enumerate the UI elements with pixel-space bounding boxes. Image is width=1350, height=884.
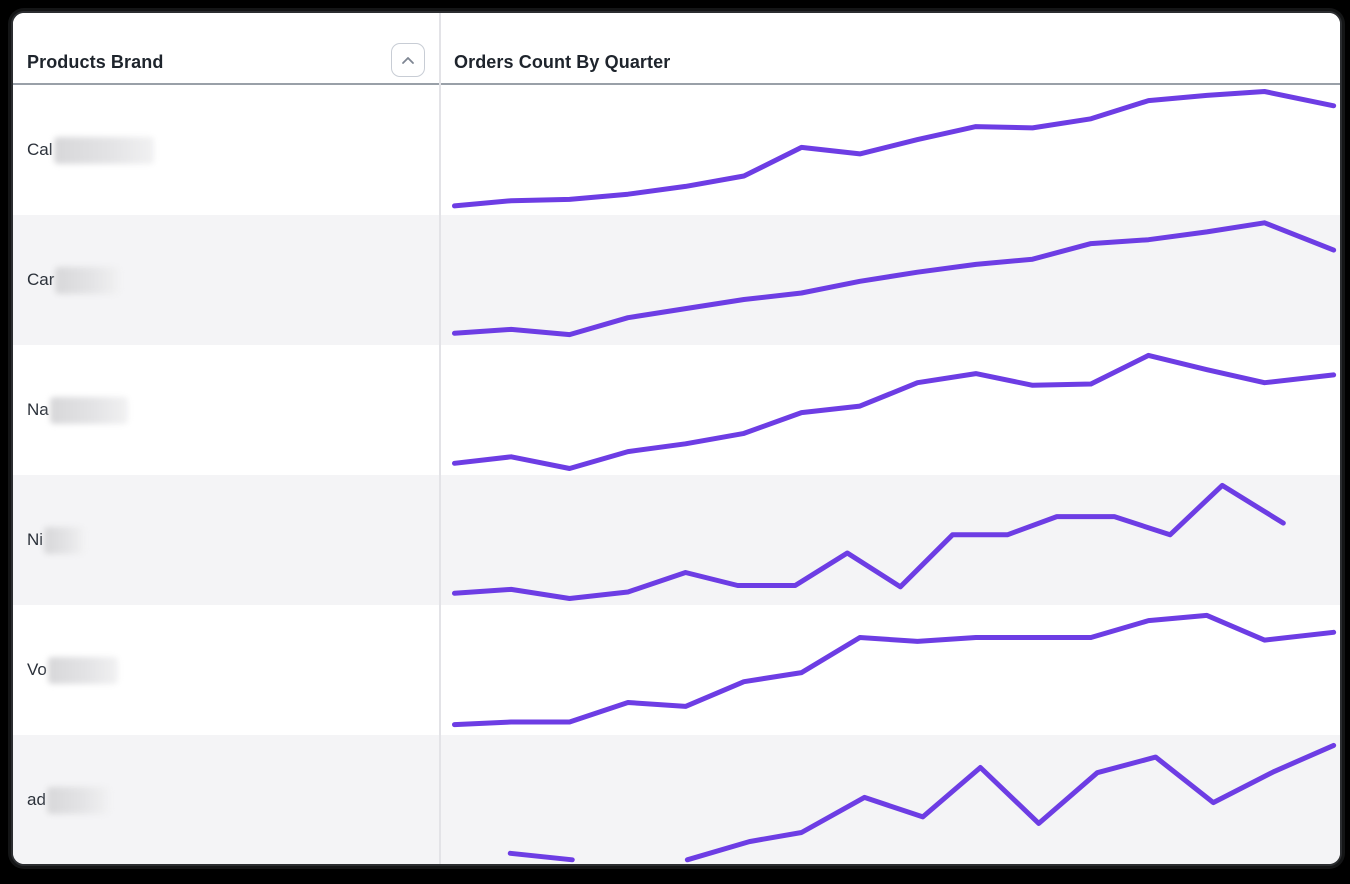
brand-cell: Na <box>13 345 441 475</box>
redacted-text <box>49 396 128 424</box>
results-table-card: Products Brand Orders Count By Quarter C… <box>11 11 1342 866</box>
header-cell-products-brand: Products Brand <box>13 13 441 83</box>
header-cell-orders-count: Orders Count By Quarter <box>441 13 1340 83</box>
table-body: Cal Car Na Ni <box>13 85 1340 865</box>
brand-label: Na <box>27 400 49 419</box>
sparkline-cell <box>441 345 1340 475</box>
redacted-text <box>44 526 85 554</box>
brand-label: Car <box>27 270 55 289</box>
sparkline-cell <box>441 85 1340 215</box>
table-row[interactable]: Ni <box>13 475 1340 605</box>
column-header-products-brand[interactable]: Products Brand <box>27 52 164 72</box>
redacted-text <box>46 786 109 814</box>
brand-label: ad <box>27 790 46 809</box>
brand-cell: ad <box>13 735 441 864</box>
column-header-orders-count[interactable]: Orders Count By Quarter <box>454 52 671 72</box>
table-row[interactable]: Car <box>13 215 1340 345</box>
brand-cell: Car <box>13 215 441 345</box>
brand-cell: Cal <box>13 85 441 215</box>
redacted-text <box>55 266 120 294</box>
brand-label: Vo <box>27 660 47 679</box>
redacted-text <box>47 656 118 684</box>
sparkline-cell <box>441 215 1340 345</box>
column-divider <box>439 13 441 864</box>
sparkline-cell <box>441 475 1340 605</box>
chevron-up-icon <box>401 56 415 65</box>
sparkline-cell <box>441 735 1340 865</box>
table-row[interactable]: Na <box>13 345 1340 475</box>
table-row[interactable]: Vo <box>13 605 1340 735</box>
table-header-row: Products Brand Orders Count By Quarter <box>13 13 1340 85</box>
brand-cell: Ni <box>13 475 441 605</box>
brand-label: Ni <box>27 530 44 549</box>
table-row[interactable]: Cal <box>13 85 1340 215</box>
brand-label: Cal <box>27 140 53 159</box>
brand-cell: Vo <box>13 605 441 735</box>
sort-button[interactable] <box>391 43 425 77</box>
sparkline-cell <box>441 605 1340 735</box>
redacted-text <box>53 136 154 164</box>
table-row[interactable]: ad <box>13 735 1340 865</box>
